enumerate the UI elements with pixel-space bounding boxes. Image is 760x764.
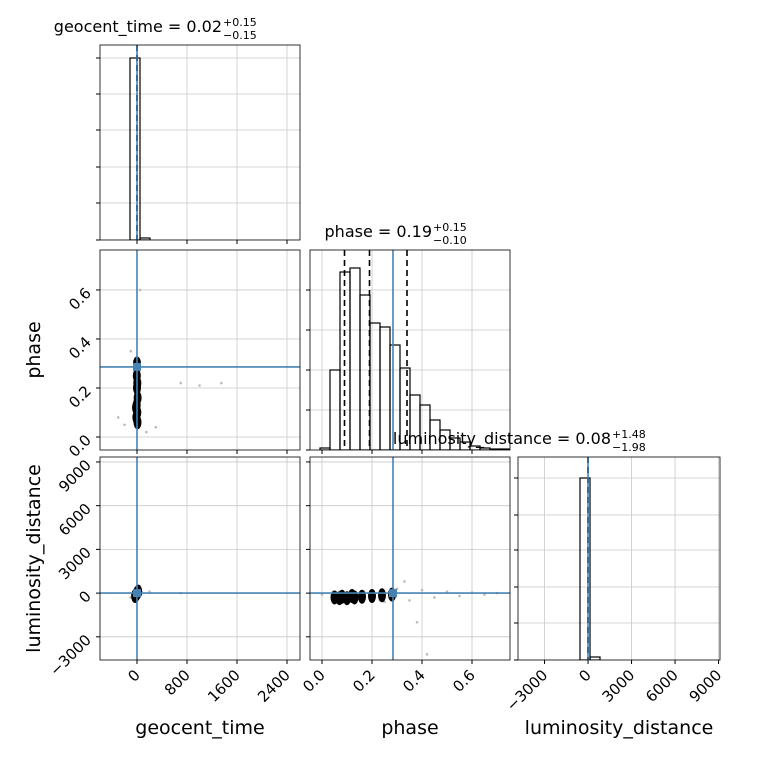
panel-frame bbox=[309, 456, 511, 661]
x-tick-label: −3000 bbox=[503, 666, 552, 715]
core-point bbox=[378, 588, 386, 603]
scatter-point bbox=[320, 593, 324, 596]
title-lower: −1.98 bbox=[612, 441, 646, 454]
panel bbox=[310, 457, 510, 660]
scatter-point bbox=[198, 384, 201, 387]
title-upper: +0.15 bbox=[433, 221, 467, 234]
x-axis-label: geocent_time bbox=[135, 717, 264, 739]
x-tick-label: 0 bbox=[575, 666, 594, 685]
scatter-point bbox=[458, 594, 461, 598]
x-tick-label: 2400 bbox=[254, 666, 294, 706]
scatter-point bbox=[220, 381, 223, 385]
x-tick-label: 800 bbox=[161, 666, 194, 699]
panel bbox=[518, 457, 720, 660]
hist-bar bbox=[349, 267, 361, 450]
scatter-point bbox=[445, 590, 449, 593]
hist-bar bbox=[359, 294, 371, 450]
scatter-point bbox=[425, 653, 429, 656]
scatter-point bbox=[138, 288, 142, 292]
panel-title: geocent_time = 0.02 bbox=[54, 17, 222, 37]
y-tick-label: −3000 bbox=[46, 631, 95, 680]
core-point bbox=[132, 400, 141, 415]
y-tick-label: 6000 bbox=[55, 500, 95, 540]
x-tick-label: 0 bbox=[124, 666, 143, 685]
title-lower: −0.10 bbox=[433, 234, 467, 247]
panel-frame bbox=[99, 44, 301, 241]
y-axis-label: phase bbox=[23, 321, 45, 378]
scatter-point bbox=[154, 425, 158, 429]
panel-title: luminosity_distance = 0.08 bbox=[393, 429, 611, 449]
hist-bar bbox=[499, 448, 510, 450]
hist-bar bbox=[379, 326, 391, 450]
y-tick-label: 0.2 bbox=[65, 382, 95, 412]
x-axis-label: phase bbox=[381, 717, 438, 739]
y-axis-label: luminosity_distance bbox=[23, 464, 45, 653]
core-point bbox=[358, 589, 366, 604]
title-upper: +1.48 bbox=[612, 428, 646, 441]
x-axis-label: luminosity_distance bbox=[525, 717, 714, 739]
scatter-point bbox=[420, 588, 424, 592]
x-tick-label: 0.2 bbox=[349, 666, 379, 696]
x-tick-label: 3000 bbox=[599, 666, 639, 706]
truth-point bbox=[133, 362, 141, 371]
scatter-point bbox=[483, 593, 486, 596]
x-tick-label: 9000 bbox=[686, 666, 726, 706]
truth-point bbox=[389, 589, 397, 598]
truth-point bbox=[133, 589, 141, 598]
x-tick-label: 6000 bbox=[642, 666, 682, 706]
panel bbox=[100, 45, 300, 240]
x-tick-label: 1600 bbox=[204, 666, 244, 706]
y-tick-label: 0.4 bbox=[65, 333, 95, 363]
panel-frame bbox=[99, 249, 301, 451]
hist-bar bbox=[579, 477, 591, 660]
scatter-point bbox=[408, 599, 411, 602]
hist-bar bbox=[129, 57, 141, 240]
y-tick-label: 9000 bbox=[55, 456, 95, 496]
panel bbox=[100, 457, 300, 660]
panel-frame bbox=[517, 456, 721, 661]
scatter-point bbox=[123, 423, 126, 427]
core-point bbox=[368, 589, 376, 604]
panel-frame bbox=[309, 249, 511, 451]
panel-title: phase = 0.19 bbox=[325, 222, 432, 241]
y-tick-label: 3000 bbox=[55, 543, 95, 583]
core-point bbox=[335, 591, 344, 606]
hist-bar bbox=[369, 322, 381, 450]
scatter-point bbox=[403, 580, 406, 583]
hist-bar bbox=[139, 237, 151, 240]
panel-frame bbox=[99, 456, 301, 661]
panel bbox=[310, 250, 510, 450]
scatter-point bbox=[129, 349, 133, 353]
x-tick-label: 0.6 bbox=[449, 666, 479, 696]
x-tick-label: 0.4 bbox=[399, 666, 429, 696]
x-tick-label: 0.0 bbox=[299, 666, 329, 696]
y-tick-label: 0 bbox=[75, 587, 94, 606]
title-upper: +0.15 bbox=[223, 16, 257, 29]
scatter-point bbox=[148, 590, 151, 593]
core-point bbox=[348, 589, 356, 604]
scatter-point bbox=[116, 416, 120, 419]
y-tick-label: 0.6 bbox=[65, 284, 95, 314]
y-tick-label: 0.0 bbox=[65, 431, 95, 461]
panel bbox=[100, 250, 300, 450]
scatter-point bbox=[415, 620, 419, 624]
title-lower: −0.15 bbox=[223, 29, 257, 42]
scatter-point bbox=[433, 596, 436, 599]
hist-bar bbox=[589, 656, 601, 660]
scatter-point bbox=[179, 381, 183, 385]
scatter-point bbox=[145, 430, 148, 434]
